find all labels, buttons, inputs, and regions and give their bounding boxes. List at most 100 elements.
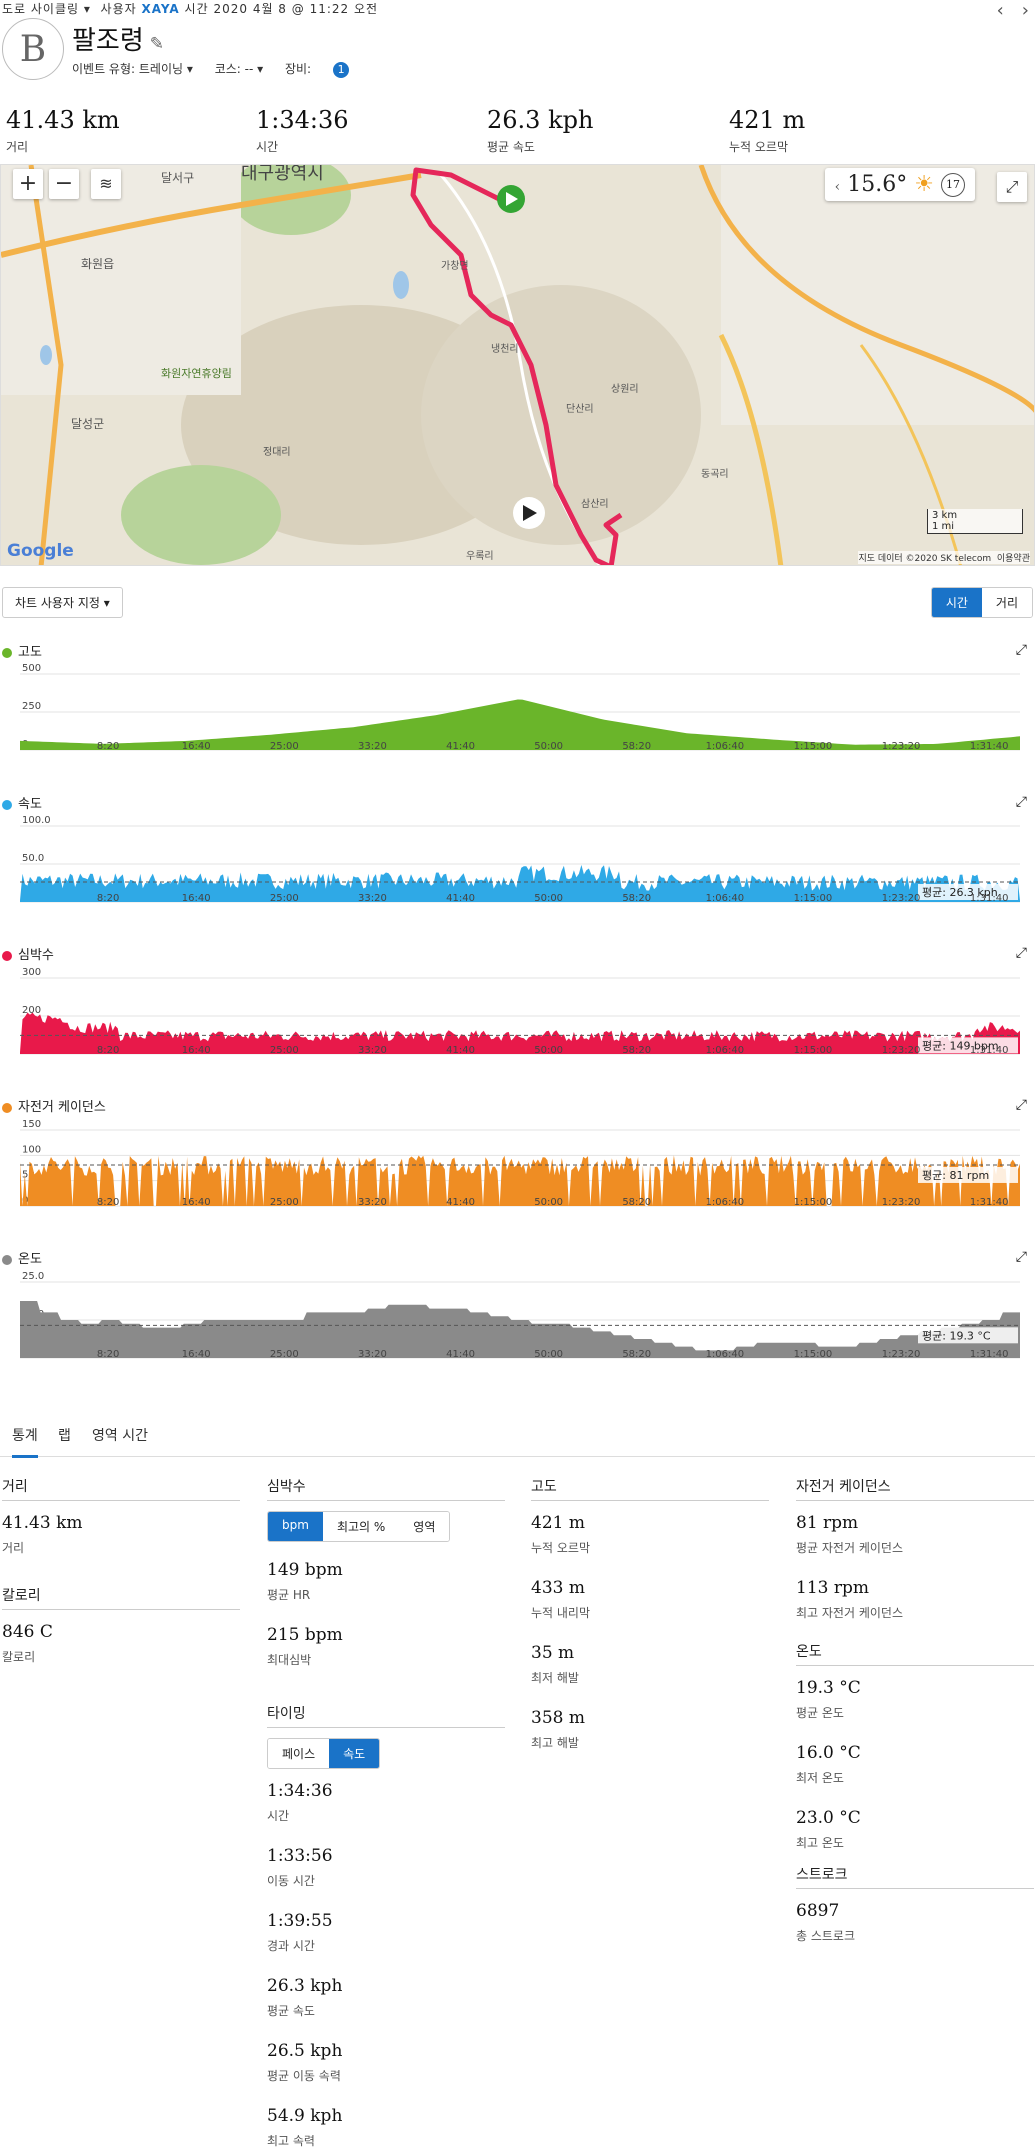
stat-label: 최저 온도 (796, 1771, 844, 1785)
chart-label: 고도 (18, 645, 42, 660)
stats-calories: 칼로리 846 C 칼로리 (2, 1585, 240, 1665)
activity-title[interactable]: 팔조령 (72, 26, 144, 56)
section-title: 칼로리 (2, 1585, 240, 1610)
stat-label: 누적 오르막 (531, 1541, 591, 1555)
weather-prev-icon[interactable]: ‹ (834, 179, 841, 195)
temperature-chart[interactable]: 25.020.015.0평균: 19.3 °C8:2016:4025:0033:… (10, 1271, 1025, 1374)
section-title: 타이밍 (267, 1703, 505, 1728)
heartrate-chart-title: 심박수 (2, 944, 54, 963)
layers-icon[interactable]: ≋ (91, 169, 121, 199)
map-canvas[interactable] (1, 165, 1035, 566)
tab-stats[interactable]: 통계 (12, 1425, 38, 1458)
temperature-list: 19.3 °C 평균 온도 16.0 °C 최저 온도 23.0 °C 최고 온도 (796, 1678, 1034, 1851)
map-label: 삼산리 (581, 499, 609, 510)
timing-speed-button[interactable]: 속도 (329, 1739, 380, 1768)
stat-value: 41.43 km (2, 1513, 83, 1533)
stat-value: 6897 (796, 1901, 840, 1921)
summary-ascent: 421 m 누적 오르막 (729, 106, 805, 155)
average-badge: 평균: 81 rpm (918, 1166, 1018, 1183)
zoom-in-button[interactable]: + (13, 169, 43, 199)
route-map[interactable]: + − ≋ 대구광역시 달서구 화원읍 달성군 화원자연휴양림 가창면 냉천리 … (0, 164, 1035, 566)
expand-icon[interactable]: ⤢ (1015, 642, 1027, 658)
temperature-chart-title: 온도 (2, 1248, 42, 1267)
expand-icon[interactable]: ⤢ (1015, 1097, 1027, 1113)
summary-label: 시간 (256, 140, 279, 154)
x-tick-label: 1:23:20 (882, 1349, 921, 1360)
scale-km: 3 km (932, 510, 958, 521)
page-title: 팔조령 ✎ (72, 20, 164, 57)
gear-field[interactable]: 장비: 1 (285, 62, 367, 78)
hr-zone-button[interactable]: 영역 (399, 1512, 450, 1541)
hr-bpm-button[interactable]: bpm (268, 1512, 323, 1541)
tab-laps[interactable]: 랩 (58, 1428, 71, 1444)
expand-icon[interactable]: ⤢ (1015, 794, 1027, 810)
x-tick-label: 1:23:20 (882, 1197, 921, 1208)
zoom-out-button[interactable]: − (49, 169, 79, 199)
course-dropdown[interactable]: 코스: -- ▾ (214, 62, 264, 76)
elevation-list: 421 m 누적 오르막 433 m 누적 내리막 35 m 최저 해발 358 m 최고 해… (531, 1513, 769, 1751)
hr-max-percent-button[interactable]: 최고의 % (322, 1512, 400, 1541)
expand-icon[interactable]: ⤢ (1015, 1249, 1027, 1265)
edit-pencil-icon[interactable]: ✎ (149, 34, 165, 54)
section-title: 고도 (531, 1476, 769, 1501)
user-link[interactable]: XAYA (141, 2, 180, 16)
x-tick-label: 50:00 (534, 1197, 563, 1208)
terms-link[interactable]: 이용약관 (996, 554, 1030, 564)
summary-value: 1:34:36 (256, 106, 349, 134)
gear-count-badge[interactable]: 1 (333, 62, 350, 78)
sun-icon: ☀ (914, 172, 934, 197)
summary-label: 평균 속도 (487, 140, 535, 154)
elevation-chart[interactable]: 50025008:2016:4025:0033:2041:4050:0058:2… (10, 663, 1025, 766)
avatar[interactable]: B (2, 18, 64, 80)
expand-icon[interactable]: ⤢ (1015, 945, 1027, 961)
map-scale: 3 km 1 mi (927, 509, 1023, 534)
x-tick-label: 41:40 (446, 893, 475, 904)
x-tick-label: 1:23:20 (882, 741, 921, 752)
average-badge-bg (918, 1327, 1018, 1344)
stat-label: 최저 해발 (531, 1671, 579, 1685)
map-label: 달성군 (71, 417, 105, 431)
map-label: 정대리 (263, 447, 291, 458)
elevation-dot (2, 647, 12, 658)
cadence-list: 81 rpm 평균 자전거 케이던스 113 rpm 최고 자전거 케이던스 (796, 1513, 1034, 1621)
x-tick-label: 25:00 (270, 1349, 299, 1360)
summary-value: 421 m (729, 106, 806, 134)
stats-distance: 거리 41.43 km 거리 (2, 1476, 240, 1556)
x-tick-label: 33:20 (358, 1045, 387, 1056)
y-tick-label: 200 (22, 1005, 41, 1016)
x-tick-label: 58:20 (622, 1349, 651, 1360)
axis-time-button[interactable]: 시간 (931, 588, 982, 617)
customize-chart-dropdown[interactable]: 차트 사용자 지정 ▾ (2, 587, 123, 618)
average-badge-bg (918, 1037, 1018, 1054)
activity-type-dropdown[interactable]: 도로 사이클링 ▾ (2, 2, 91, 16)
next-activity-icon[interactable]: › (1021, 0, 1029, 21)
x-tick-label: 1:06:40 (706, 1045, 745, 1056)
stat-value: 26.5 kph (267, 2041, 343, 2061)
timing-pace-button[interactable]: 페이스 (268, 1739, 330, 1768)
x-tick-label: 1:06:40 (706, 893, 745, 904)
heartrate-chart[interactable]: 300200100평균: 149 bpm8:2016:4025:0033:204… (10, 967, 1025, 1070)
series-area (20, 864, 1020, 902)
stat-value: 215 bpm (267, 1625, 343, 1645)
google-logo: Google (7, 541, 74, 561)
x-tick-label: 16:40 (182, 741, 211, 752)
cadence-chart[interactable]: 150100500평균: 81 rpm8:2016:4025:0033:2041… (10, 1119, 1025, 1222)
previous-activity-icon[interactable]: ‹ (996, 0, 1004, 21)
x-tick-label: 16:40 (182, 1197, 211, 1208)
section-title: 심박수 (267, 1476, 505, 1501)
map-label: 가창면 (441, 261, 469, 272)
weather-widget[interactable]: ‹ 15.6° ☀ 17 (824, 168, 975, 201)
axis-distance-button[interactable]: 거리 (981, 588, 1032, 617)
summary-distance: 41.43 km 거리 (6, 106, 120, 155)
y-tick-label: 25.0 (22, 1271, 44, 1282)
fullscreen-icon[interactable]: ⤢ (997, 172, 1027, 202)
event-type-dropdown[interactable]: 이벤트 유형: 트레이닝 ▾ (72, 62, 193, 76)
x-tick-label: 8:20 (97, 1197, 119, 1208)
y-tick-label: 500 (22, 663, 41, 674)
y-tick-label: 50 (22, 1170, 35, 1181)
x-tick-label: 33:20 (358, 741, 387, 752)
stat-label: 거리 (2, 1541, 25, 1555)
section-title: 거리 (2, 1476, 240, 1501)
speed-chart[interactable]: 100.050.00.0평균: 26.3 kph8:2016:4025:0033… (10, 815, 1025, 918)
tab-time-in-zone[interactable]: 영역 시간 (92, 1428, 148, 1444)
